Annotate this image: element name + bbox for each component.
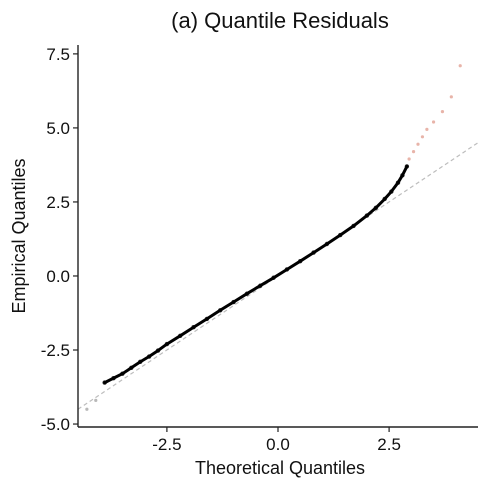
- data-point: [389, 189, 394, 194]
- data-point: [364, 213, 370, 218]
- data-point: [449, 95, 453, 99]
- y-tick-label: -2.5: [41, 341, 70, 360]
- data-point: [244, 291, 250, 296]
- data-point: [338, 232, 343, 238]
- data-point: [111, 375, 116, 381]
- data-point: [373, 205, 378, 211]
- x-tick-label: -2.5: [152, 435, 181, 454]
- data-point: [425, 127, 429, 131]
- data-point: [85, 407, 89, 411]
- data-point: [382, 196, 387, 202]
- data-point: [440, 110, 445, 114]
- x-axis-title: Theoretical Quantiles: [195, 458, 365, 478]
- data-point: [431, 120, 436, 124]
- data-point: [311, 250, 316, 255]
- data-point: [218, 308, 223, 313]
- data-point: [129, 365, 134, 370]
- data-point: [271, 275, 276, 280]
- data-point: [284, 267, 290, 272]
- data-point: [298, 258, 303, 264]
- x-tick-label: 0.0: [266, 435, 290, 454]
- y-tick-label: 2.5: [46, 193, 70, 212]
- points-layer: [85, 64, 462, 411]
- plot-area: [77, 64, 479, 411]
- data-point: [416, 142, 420, 146]
- data-point: [94, 398, 98, 402]
- data-point: [420, 135, 425, 139]
- data-point: [102, 380, 107, 385]
- data-point: [178, 333, 183, 338]
- data-point: [395, 180, 401, 185]
- data-point: [458, 64, 462, 68]
- y-axis-title: Empirical Quantiles: [9, 158, 29, 313]
- data-point: [400, 173, 405, 178]
- data-point: [324, 241, 330, 247]
- point-band: [103, 164, 409, 385]
- data-point: [258, 283, 263, 288]
- y-tick-label: 0.0: [46, 267, 70, 286]
- data-point: [204, 316, 210, 322]
- chart-title: (a) Quantile Residuals: [171, 8, 389, 33]
- data-point: [146, 354, 152, 359]
- data-point: [351, 223, 356, 229]
- data-point: [231, 299, 236, 305]
- data-point: [404, 164, 410, 169]
- data-point: [164, 341, 170, 347]
- data-point: [120, 371, 125, 376]
- x-axis-ticks: -2.5 0.0 2.5: [152, 427, 401, 454]
- data-point: [411, 150, 416, 154]
- y-tick-label: -5.0: [41, 415, 70, 434]
- y-tick-label: 7.5: [46, 45, 70, 64]
- x-tick-label: 2.5: [377, 435, 401, 454]
- y-tick-label: 5.0: [46, 119, 70, 138]
- data-point: [138, 359, 143, 365]
- data-point: [155, 348, 161, 353]
- data-point: [407, 157, 411, 161]
- data-point: [191, 325, 196, 330]
- y-axis-ticks: -5.0 -2.5 0.0 2.5 5.0 7.5: [41, 45, 78, 434]
